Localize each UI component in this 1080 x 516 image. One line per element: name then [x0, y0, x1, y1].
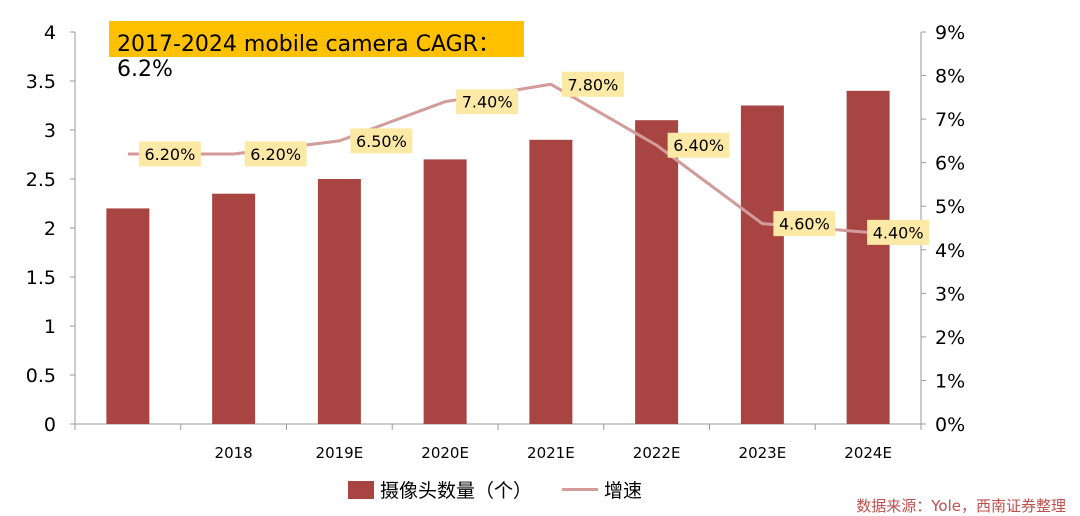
data-label-text: 7.80%: [567, 75, 618, 94]
x-tick-label: 2024E: [844, 444, 892, 462]
right-tick-label: 6%: [935, 153, 965, 175]
data-label-background: [456, 89, 519, 115]
right-tick-label: 3%: [935, 283, 965, 305]
left-tick-label: 0: [44, 414, 56, 436]
data-label: 4.60%: [773, 211, 836, 237]
source-note: 数据来源：Yole，西南证券整理: [856, 497, 1066, 515]
legend-bar-label: 摄像头数量（个）: [380, 480, 533, 502]
x-tick-label: 2018: [215, 444, 253, 462]
bar-series: [106, 90, 890, 425]
cagr-callout-background: [109, 21, 524, 57]
data-label-text: 6.20%: [250, 145, 301, 164]
data-label: 4.40%: [867, 219, 930, 245]
data-label: 6.20%: [244, 141, 307, 167]
right-tick-label: 1%: [935, 370, 965, 392]
bar: [529, 139, 573, 425]
data-label: 6.20%: [138, 141, 201, 167]
right-tick-label: 7%: [935, 109, 965, 131]
bar: [740, 105, 784, 424]
left-tick-label: 4: [44, 22, 56, 44]
bar: [423, 159, 467, 424]
right-tick-label: 5%: [935, 196, 965, 218]
right-tick-label: 8%: [935, 66, 965, 88]
chart-legend: 摄像头数量（个） 增速: [348, 476, 642, 503]
x-tick-label: 2022E: [633, 444, 681, 462]
cagr-callout-title: 2017-2024 mobile camera CAGR：: [117, 32, 500, 57]
data-labels: 6.20% 6.20% 6.50% 7.40% 7.80% 6.40% 4.60% 4.40%: [138, 71, 930, 245]
bar: [846, 90, 890, 425]
data-label-background: [667, 132, 730, 158]
left-tick-label: 1: [44, 316, 56, 338]
x-tick-label: 2021E: [527, 444, 575, 462]
data-label-background: [561, 71, 624, 97]
legend-line-label: 增速: [604, 480, 643, 502]
left-tick-label: 2: [44, 218, 56, 240]
data-label-background: [244, 141, 307, 167]
data-label-background: [867, 219, 930, 245]
data-label: 6.40%: [667, 132, 730, 158]
data-label-text: 6.20%: [144, 145, 195, 164]
data-label-background: [350, 128, 413, 154]
x-tick-label: 2019E: [316, 444, 364, 462]
left-tick-label: 2.5: [26, 169, 56, 191]
right-tick-label: 2%: [935, 327, 965, 349]
x-tick-label: 2023E: [739, 444, 787, 462]
bar: [635, 120, 679, 424]
left-tick-label: 3.5: [26, 71, 56, 93]
right-tick-label: 4%: [935, 240, 965, 262]
right-tick-label: 0%: [935, 414, 965, 436]
data-label-background: [773, 211, 836, 237]
left-tick-label: 3: [44, 120, 56, 142]
data-label: 6.50%: [350, 128, 413, 154]
data-label-text: 6.40%: [673, 136, 724, 155]
data-label: 7.40%: [456, 89, 519, 115]
data-label: 7.80%: [561, 71, 624, 97]
bar: [317, 179, 361, 424]
left-tick-label: 1.5: [26, 267, 56, 289]
cagr-callout-value: 6.2%: [117, 57, 173, 82]
bar: [106, 208, 150, 424]
legend-line-swatch: [562, 488, 599, 491]
left-tick-label: 0.5: [26, 365, 56, 387]
x-tick-label: 2020E: [421, 444, 469, 462]
data-label-text: 4.60%: [779, 215, 830, 234]
bar: [212, 193, 256, 424]
data-label-text: 6.50%: [356, 132, 407, 151]
legend-bar-swatch: [348, 480, 374, 499]
data-label-background: [138, 141, 201, 167]
right-tick-label: 9%: [935, 22, 965, 44]
data-label-text: 7.40%: [462, 93, 513, 112]
chart-axes: 0 0.5 1 1.5 2 2.5 3 3.5 4 0% 1% 2% 3% 4% 5% 6% 7% 8% 9% 201…: [26, 22, 965, 462]
data-label-text: 4.40%: [873, 223, 924, 242]
